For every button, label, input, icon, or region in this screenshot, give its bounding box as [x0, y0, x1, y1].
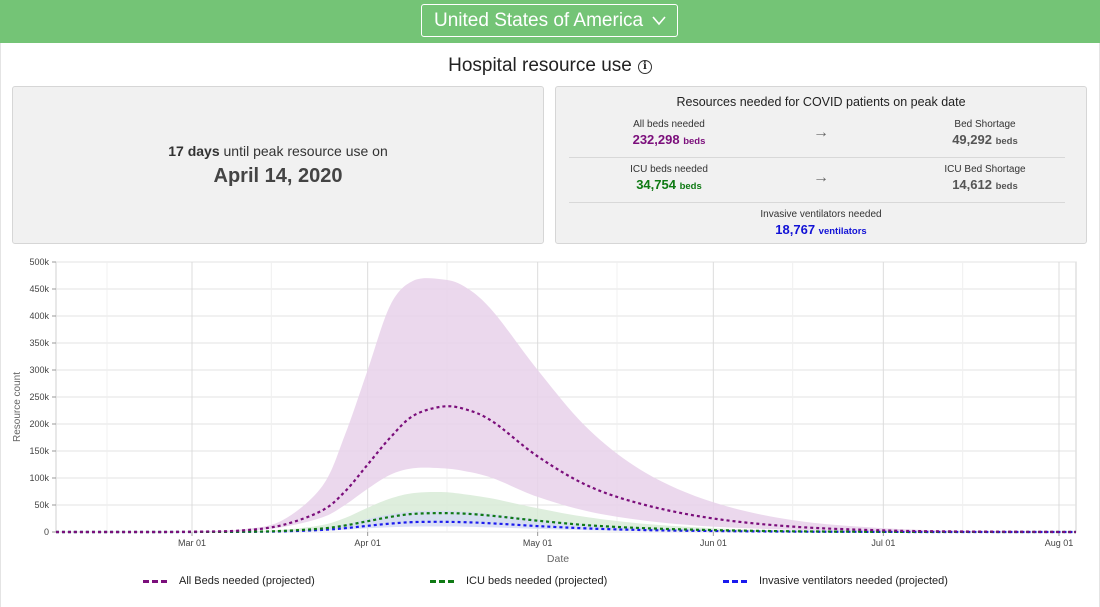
- beds-row: All beds needed 232,298 beds → Bed Short…: [569, 114, 1065, 158]
- y-tick-label: 250k: [29, 392, 49, 402]
- page-title-text: Hospital resource use: [448, 55, 632, 76]
- peak-text: until peak resource use on: [223, 143, 388, 159]
- x-tick-label: Jul 01: [871, 538, 895, 548]
- icu-shortage-label: ICU Bed Shortage: [944, 164, 1026, 175]
- legend-ventilators-label: Invasive ventilators needed (projected): [759, 575, 948, 587]
- y-tick-label: 300k: [29, 365, 49, 375]
- legend-icu-beds-swatch: [430, 579, 454, 583]
- icu-shortage-value: 14,612: [952, 177, 992, 192]
- peak-card: 17 days until peak resource use on April…: [12, 86, 544, 244]
- all-beds-value: 232,298: [632, 132, 680, 147]
- peak-days: 17 days: [168, 143, 220, 159]
- icu-beds-value: 34,754: [636, 177, 676, 192]
- resource-chart[interactable]: 0 50k 100k 150k 200k 250k 300k 350k 400k 450k 500k…: [0, 250, 1100, 570]
- bed-shortage-value: 49,292: [952, 132, 992, 147]
- legend-all-beds-label: All Beds needed (projected): [179, 575, 315, 587]
- legend-all-beds-swatch: [143, 579, 167, 583]
- legend-ventilators[interactable]: Invasive ventilators needed (projected): [723, 573, 948, 589]
- all-beds-label: All beds needed: [633, 119, 705, 130]
- y-axis-label: Resource count: [12, 372, 23, 442]
- ventilators-value: 18,767: [775, 222, 816, 237]
- country-select-label: United States of America: [434, 9, 644, 31]
- x-tick-label: Jun 01: [700, 538, 727, 548]
- peak-date: April 14, 2020: [213, 165, 343, 187]
- info-icon[interactable]: i: [637, 60, 652, 74]
- ventilators-label: Invasive ventilators needed: [760, 209, 882, 220]
- resources-title: Resources needed for COVID patients on p…: [676, 95, 966, 109]
- legend-icu-beds[interactable]: ICU beds needed (projected): [430, 573, 607, 589]
- icu-beds-unit: beds: [679, 181, 702, 192]
- all-beds-projection-line: [56, 405, 1077, 534]
- arrow-right-icon: →: [813, 169, 829, 186]
- icu-row: ICU beds needed 34,754 beds → ICU Bed Sh…: [569, 159, 1065, 203]
- x-tick-label: Mar 01: [178, 538, 206, 548]
- country-select[interactable]: United States of America: [421, 4, 678, 37]
- ventilators-cell: Invasive ventilators needed 18,767 venti…: [556, 209, 1086, 237]
- y-tick-label: 200k: [29, 419, 49, 429]
- chevron-down-icon: [652, 16, 666, 26]
- arrow-right-icon: →: [813, 124, 829, 141]
- icu-shortage-cell: ICU Bed Shortage 14,612 beds: [905, 159, 1065, 192]
- icu-shortage-unit: beds: [995, 181, 1018, 192]
- x-tick-label: Aug 01: [1045, 538, 1074, 548]
- all-beds-unit: beds: [683, 136, 706, 147]
- x-axis-label: Date: [547, 553, 569, 565]
- y-tick-label: 0: [44, 527, 49, 537]
- top-bar: United States of America: [0, 0, 1100, 43]
- x-tick-label: May 01: [523, 538, 553, 548]
- icu-beds-projection-line: [56, 511, 1077, 534]
- icu-beds-cell: ICU beds needed 34,754 beds: [589, 159, 749, 192]
- legend-all-beds[interactable]: All Beds needed (projected): [143, 573, 315, 589]
- y-tick-label: 500k: [29, 257, 49, 267]
- bed-shortage-unit: beds: [995, 136, 1018, 147]
- y-tick-label: 400k: [29, 311, 49, 321]
- x-tick-label: Apr 01: [354, 538, 381, 548]
- page-title: Hospital resource use i: [0, 55, 1100, 77]
- y-tick-label: 50k: [34, 500, 49, 510]
- legend-ventilators-swatch: [723, 579, 747, 583]
- all-beds-cell: All beds needed 232,298 beds: [589, 114, 749, 147]
- y-tick-label: 350k: [29, 338, 49, 348]
- y-tick-label: 100k: [29, 473, 49, 483]
- y-tick-label: 150k: [29, 446, 49, 456]
- bed-shortage-label: Bed Shortage: [954, 119, 1016, 130]
- resources-card: Resources needed for COVID patients on p…: [555, 86, 1087, 244]
- all-beds-uncertainty-band: [56, 278, 1076, 532]
- y-tick-label: 450k: [29, 284, 49, 294]
- icu-beds-label: ICU beds needed: [630, 164, 708, 175]
- peak-summary: 17 days until peak resource use on: [13, 143, 543, 159]
- legend-icu-beds-label: ICU beds needed (projected): [466, 575, 608, 587]
- ventilators-unit: ventilators: [818, 226, 867, 237]
- bed-shortage-cell: Bed Shortage 49,292 beds: [905, 114, 1065, 147]
